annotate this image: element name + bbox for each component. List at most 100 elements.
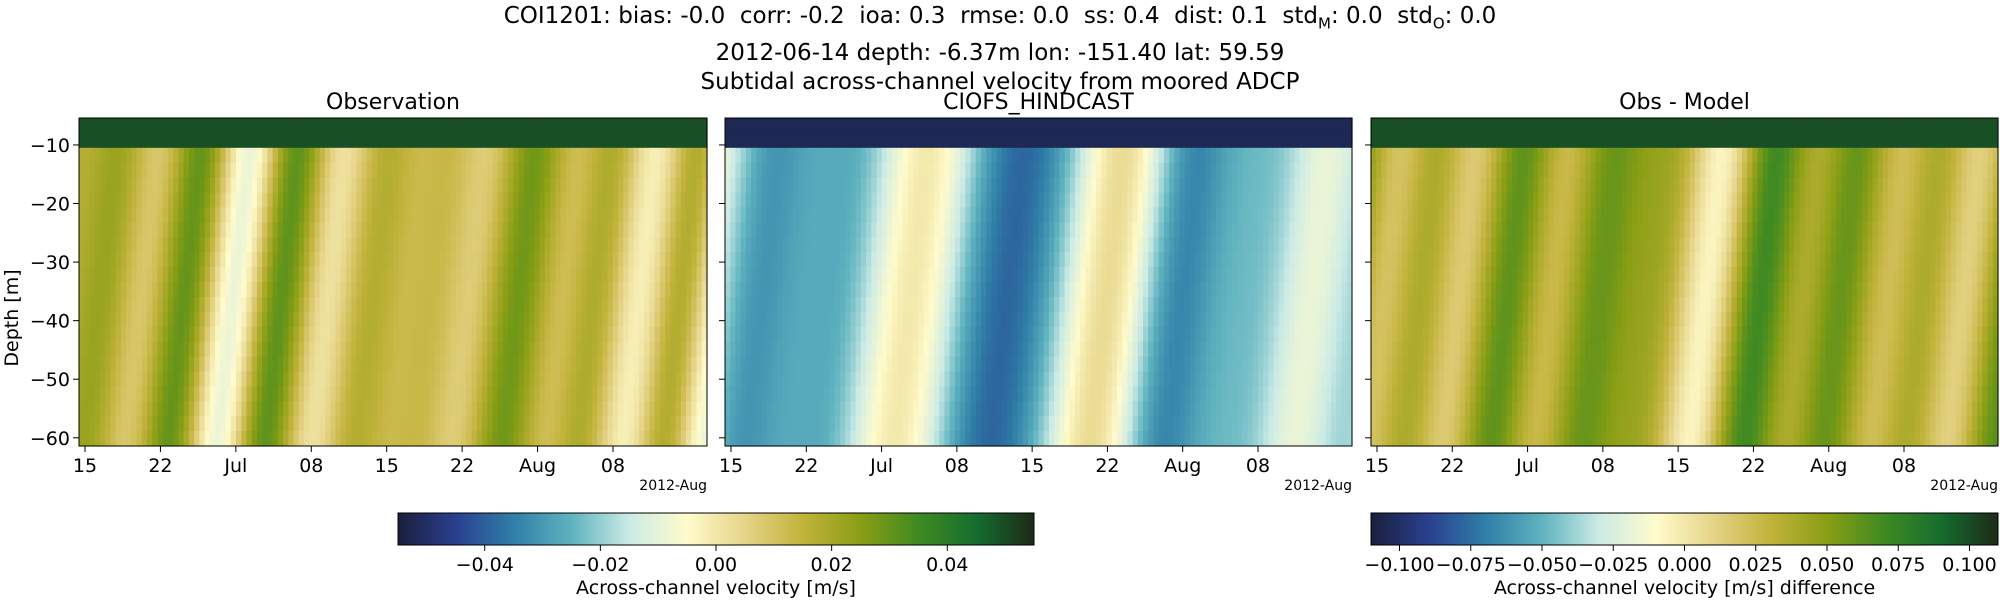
heatmap-cell <box>110 177 117 194</box>
heatmap-cell <box>751 147 757 164</box>
heatmap-cell <box>633 222 640 238</box>
heatmap-cell <box>560 177 567 194</box>
heatmap-cell <box>539 118 546 134</box>
heatmap-cell <box>612 282 619 298</box>
heatmap-cell <box>1174 296 1181 313</box>
heatmap-cell <box>1095 192 1102 209</box>
heatmap-cell <box>1325 222 1332 238</box>
heatmap-cell <box>105 222 111 238</box>
heatmap-cell <box>79 371 85 387</box>
heatmap-cell <box>829 282 836 298</box>
heatmap-cell <box>991 311 998 328</box>
heatmap-cell <box>84 416 91 432</box>
heatmap-cell <box>1116 267 1123 283</box>
heatmap-cell <box>356 386 363 402</box>
heatmap-cell <box>665 386 671 402</box>
heatmap-cell <box>1331 222 1337 238</box>
heatmap-cell <box>434 416 441 432</box>
heatmap-cell <box>892 341 899 358</box>
heatmap-cell <box>756 401 763 417</box>
heatmap-cell <box>99 356 106 373</box>
heatmap-cell <box>298 282 305 298</box>
heatmap-cell <box>886 132 893 149</box>
heatmap-cell <box>356 356 363 373</box>
heatmap-cell <box>1341 386 1348 402</box>
heatmap-cell <box>502 147 509 164</box>
heatmap-cell <box>513 326 520 343</box>
heatmap-cell <box>413 207 420 223</box>
heatmap-cell <box>99 267 106 283</box>
heatmap-cell <box>1284 252 1290 268</box>
heatmap-cell <box>1278 222 1285 238</box>
heatmap-cell <box>194 282 200 298</box>
heatmap-cell <box>1237 386 1243 402</box>
heatmap-cell <box>1205 311 1212 328</box>
heatmap-cell <box>1122 311 1128 328</box>
heatmap-cell <box>141 296 148 313</box>
heatmap-cell <box>960 162 966 179</box>
heatmap-cell <box>691 162 698 179</box>
heatmap-cell <box>1153 356 1160 373</box>
heatmap-cell <box>576 237 582 253</box>
heatmap-cell <box>141 282 148 298</box>
heatmap-cell <box>476 132 483 149</box>
heatmap-cell <box>539 177 546 194</box>
heatmap-cell <box>209 326 216 343</box>
heatmap-cell <box>413 386 420 402</box>
heatmap-cell <box>293 371 300 387</box>
heatmap-cell <box>675 118 682 134</box>
heatmap-cell <box>855 282 862 298</box>
heatmap-cell <box>1174 162 1181 179</box>
heatmap-cell <box>1101 282 1108 298</box>
heatmap-cell <box>1320 356 1327 373</box>
heatmap-cell <box>1320 177 1327 194</box>
heatmap-cell <box>1278 162 1285 179</box>
heatmap-cell <box>466 237 473 253</box>
heatmap-cell <box>1331 192 1337 209</box>
heatmap-cell <box>440 416 446 432</box>
heatmap-cell <box>798 237 804 253</box>
heatmap-cell <box>157 356 164 373</box>
heatmap-cell <box>644 207 651 223</box>
heatmap-cell <box>393 162 399 179</box>
heatmap-cell <box>649 401 656 417</box>
heatmap-cell <box>730 371 737 387</box>
heatmap-cell <box>1080 147 1087 164</box>
heatmap-cell <box>377 416 384 432</box>
heatmap-cell <box>1132 296 1139 313</box>
heatmap-cell <box>1195 326 1202 343</box>
heatmap-cell <box>1007 252 1013 268</box>
heatmap-cell <box>382 147 389 164</box>
heatmap-cell <box>157 401 164 417</box>
heatmap-cell <box>183 147 190 164</box>
heatmap-cell <box>1195 147 1202 164</box>
heatmap-cell <box>829 311 836 328</box>
heatmap-cell <box>476 356 483 373</box>
heatmap-cell <box>1169 282 1175 298</box>
heatmap-cell <box>335 296 342 313</box>
heatmap-cell <box>981 118 987 134</box>
heatmap-cell <box>1085 177 1092 194</box>
heatmap-cell <box>1237 267 1243 283</box>
heatmap-cell <box>1163 192 1170 209</box>
heatmap-cell <box>230 386 237 402</box>
heatmap-cell <box>272 341 279 358</box>
heatmap-cell <box>204 296 211 313</box>
heatmap-cell <box>649 237 656 253</box>
heatmap-cell <box>502 326 509 343</box>
heatmap-cell <box>866 162 872 179</box>
heatmap-cell <box>523 177 530 194</box>
heatmap-cell <box>199 371 206 387</box>
heatmap-cell <box>115 371 122 387</box>
heatmap-cell <box>131 132 138 149</box>
heatmap-cell <box>751 237 757 253</box>
heatmap-cell <box>434 147 441 164</box>
heatmap-cell <box>1007 267 1013 283</box>
heatmap-cell <box>686 341 692 358</box>
heatmap-cell <box>975 132 982 149</box>
heatmap-cell <box>1001 386 1008 402</box>
heatmap-cell <box>871 222 878 238</box>
heatmap-cell <box>466 118 473 134</box>
heatmap-cell <box>777 177 784 194</box>
heatmap-cell <box>555 341 562 358</box>
